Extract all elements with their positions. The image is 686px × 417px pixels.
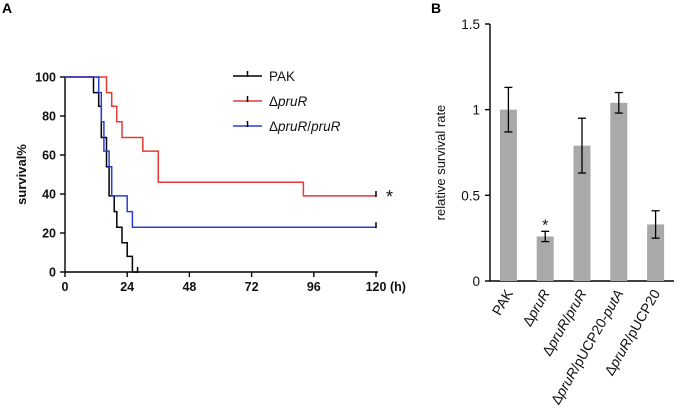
- x-tick-label: 120: [366, 280, 387, 294]
- y-tick-label: 0: [472, 274, 480, 289]
- bar: [573, 145, 591, 281]
- bar: [647, 224, 665, 281]
- y-tick-label: 20: [42, 227, 56, 241]
- series-line-2: [65, 76, 376, 197]
- legend-label-1: PAK: [269, 69, 295, 84]
- series-line-3: [65, 76, 376, 228]
- x-tick-label: 96: [307, 280, 321, 294]
- panel-a-letter: A: [2, 0, 12, 16]
- x-axis-title: (h): [390, 280, 406, 294]
- category-label: PAK: [489, 286, 517, 318]
- bar: [499, 109, 517, 282]
- x-tick-label: 72: [245, 280, 259, 294]
- bar: [536, 236, 554, 281]
- panel-b-letter: B: [431, 0, 441, 16]
- category-label: ΔpruR: [519, 287, 553, 329]
- y-tick-label: 1: [472, 103, 480, 118]
- y-tick-label: 100: [35, 71, 56, 85]
- x-tick-label: 24: [120, 280, 134, 294]
- survival-chart: 0 24 48 72 96 120 0 20 40 60 80 100 (h) survival% * PAK…: [14, 69, 406, 294]
- y-tick-label: 80: [42, 110, 56, 124]
- y-tick-label: 0.5: [461, 188, 480, 203]
- significance-star: *: [386, 187, 393, 207]
- y-tick-label: 0: [49, 266, 56, 280]
- y-tick-label: 60: [42, 149, 56, 163]
- legend-label-3: ΔpruR/pruR: [269, 119, 341, 134]
- y-axis-title: survival%: [14, 144, 29, 205]
- y-axis-title: relative survival rate: [433, 105, 448, 221]
- significance-star: *: [542, 217, 548, 234]
- y-tick-label: 40: [42, 188, 56, 202]
- x-tick-label: 48: [182, 280, 196, 294]
- bar: [610, 102, 628, 282]
- y-tick-label: 1.5: [461, 17, 480, 32]
- x-tick-label: 0: [62, 280, 69, 294]
- legend-label-2: ΔpruR: [269, 94, 308, 109]
